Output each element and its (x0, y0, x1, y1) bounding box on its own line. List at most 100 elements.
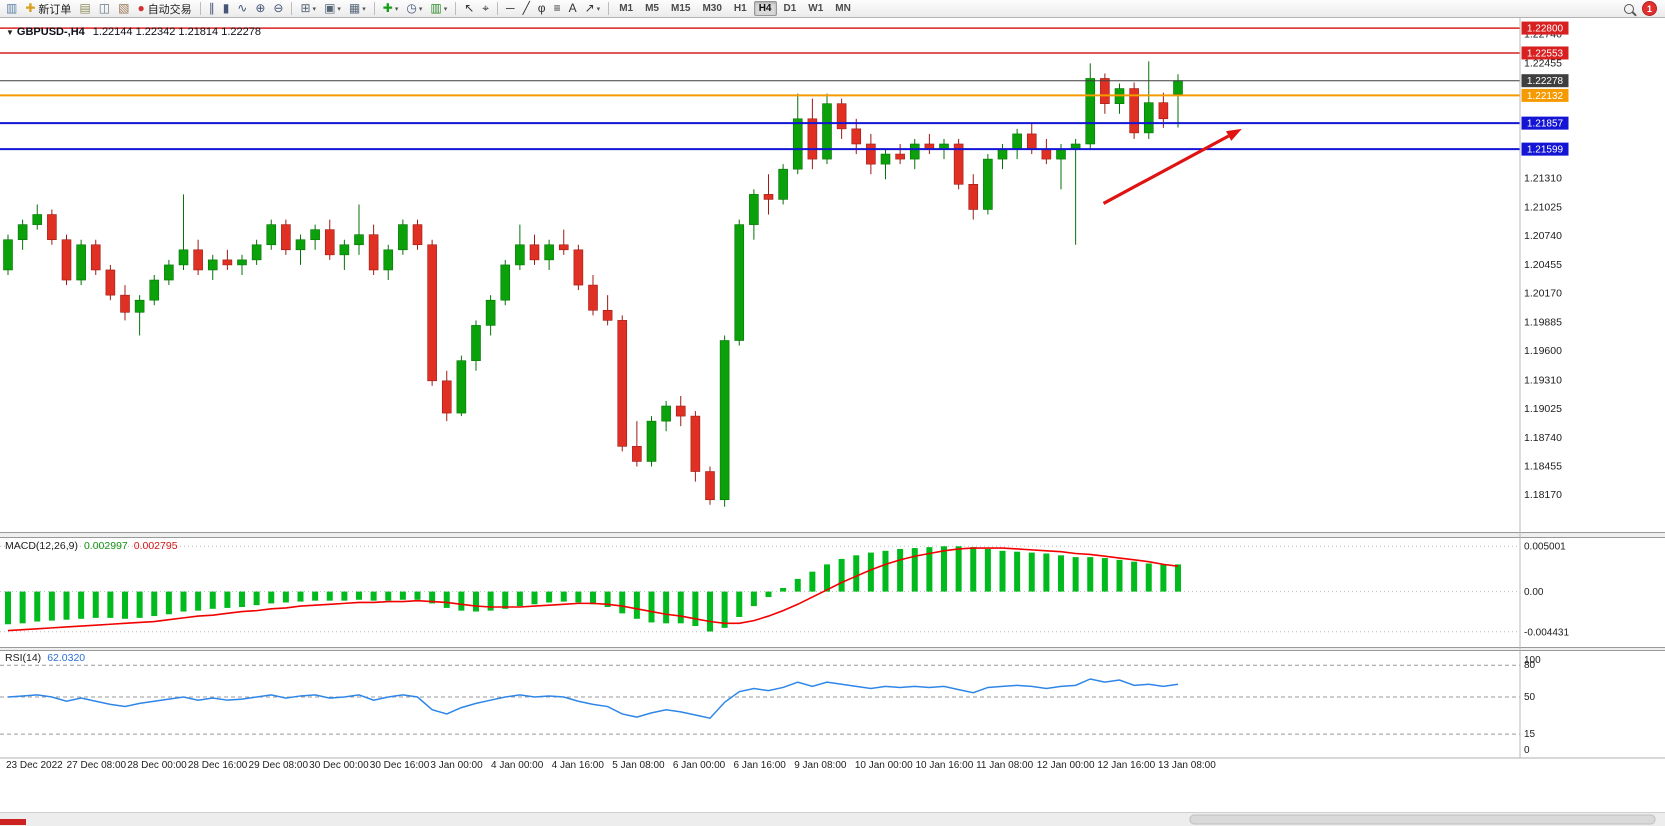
macd-histogram-bar (253, 591, 260, 606)
timeframe-m1-button[interactable]: M1 (619, 3, 634, 14)
new-order-button[interactable]: ✚ 新订单 (22, 1, 74, 17)
crosshair-icon[interactable]: ⌖ (479, 1, 492, 17)
macd-histogram-bar (195, 591, 202, 611)
macd-histogram-bar (63, 591, 70, 620)
notification-badge[interactable]: 1 (1642, 1, 1657, 16)
price-axis-label: 1.18455 (1524, 460, 1562, 472)
candlestick-chart-icon[interactable]: ▮ (220, 1, 233, 17)
price-axis-label: 1.18740 (1524, 432, 1562, 444)
panel-separator[interactable] (0, 532, 1665, 538)
candle-up (398, 224, 408, 251)
templates-icon[interactable]: ▥ ▾ (427, 1, 450, 17)
line-chart-icon[interactable]: ∿ (234, 1, 250, 17)
navigator-icon[interactable]: ▧ (115, 1, 132, 17)
candle-up (1173, 80, 1183, 95)
timeframe-m30-button[interactable]: M30 (702, 3, 722, 14)
candle-up (997, 148, 1008, 160)
tile-windows-icon[interactable]: ⊞ ▾ (297, 1, 319, 17)
panel-separator[interactable] (0, 647, 1665, 651)
price-axis-label: 1.22740 (1524, 29, 1562, 41)
arrow-tool-icon[interactable]: ↗ ▾ (582, 1, 604, 17)
dropdown-arrow-icon: ▾ (596, 5, 601, 13)
toolbar-separator (373, 2, 375, 15)
toolbar-right-group: 1 (1624, 1, 1663, 16)
dropdown-arrow-icon: ▾ (312, 5, 317, 13)
candle-down (588, 284, 598, 311)
chart-canvas[interactable]: 1.22740 1.22455 1.21310 1.21025 1.20740 1.204… (0, 18, 1665, 826)
candle-down (90, 244, 101, 271)
timeframe-h1-button[interactable]: H1 (733, 3, 747, 14)
time-axis-label: 4 Jan 16:00 (552, 760, 605, 771)
macd-histogram-bar (180, 591, 187, 612)
cursor-icon[interactable]: ↖ (461, 1, 477, 17)
candle-up (251, 244, 262, 261)
candle-down (368, 234, 379, 271)
time-axis-label: 13 Jan 08:00 (1158, 760, 1216, 771)
time-axis-label: 30 Dec 00:00 (309, 760, 369, 771)
trendline-icon[interactable]: ╱ (520, 1, 533, 17)
templates-icon-glyph: ▥ (430, 1, 442, 15)
zoom-in-icon[interactable]: ⊕ (252, 1, 268, 17)
trend-arrow-line[interactable] (1102, 134, 1230, 205)
data-window-icon[interactable]: ◫ (96, 1, 113, 17)
candle-down (690, 415, 701, 472)
macd-histogram-bar (838, 558, 845, 592)
chart-collapse-icon[interactable]: ▼ (6, 28, 14, 37)
timeframe-w1-button[interactable]: W1 (808, 3, 824, 14)
candle-up (485, 299, 496, 326)
time-axis-label: 29 Dec 08:00 (249, 760, 309, 771)
auto-trading-button[interactable]: ● 自动交易 (134, 1, 194, 17)
zoom-out-icon[interactable]: ⊖ (270, 1, 286, 17)
macd-axis-label: 0.005001 (1524, 542, 1566, 553)
candle-down (573, 249, 584, 286)
candle-down (1041, 148, 1052, 160)
macd-histogram-bar (604, 591, 611, 608)
macd-histogram-bar (458, 591, 465, 611)
candle-up (76, 244, 86, 281)
timeframe-m15-button[interactable]: M15 (671, 3, 691, 14)
macd-histogram-bar (312, 591, 319, 601)
horizontal-line-icon[interactable]: ─ (503, 1, 518, 17)
fibonacci-icon-glyph: φ (537, 1, 546, 15)
candle-up (778, 168, 788, 200)
macd-histogram-bar (136, 591, 143, 618)
macd-histogram-bar (239, 591, 245, 608)
time-axis-label: 5 Jan 08:00 (612, 760, 665, 771)
indicators-icon[interactable]: ✚ ▾ (380, 1, 402, 17)
new-order-button-glyph: ✚ (25, 1, 36, 15)
new-chart-icon[interactable]: ▣ ▾ (321, 1, 344, 17)
text-tool-icon[interactable]: A (566, 1, 580, 17)
candle-up (661, 405, 671, 422)
cursor-icon-glyph: ↖ (464, 1, 475, 15)
channel-icon[interactable]: ≡ (551, 1, 564, 17)
timeframe-mn-button[interactable]: MN (835, 3, 851, 14)
navigator-icon-glyph: ▧ (118, 1, 130, 15)
macd-histogram-bar (429, 591, 436, 604)
price-axis-label: 1.21310 (1524, 173, 1562, 185)
chart-window-icon[interactable]: ▥ (3, 1, 20, 17)
periods-icon[interactable]: ◷ ▾ (403, 1, 425, 17)
support-line-lower-badge (1521, 142, 1569, 156)
support-line-upper-badge-label: 1.21857 (1527, 119, 1564, 130)
candle-up (149, 279, 160, 301)
fibonacci-icon[interactable]: φ (535, 1, 549, 17)
support-line-upper-badge (1521, 116, 1569, 130)
macd-histogram-bar (794, 578, 801, 592)
candle-down (675, 405, 686, 417)
macd-histogram-bar (546, 591, 553, 603)
timeframe-m5-button[interactable]: M5 (645, 3, 659, 14)
resistance-line-upper-badge-label: 1.22800 (1527, 24, 1564, 35)
profiles-icon[interactable]: ▦ ▾ (346, 1, 369, 17)
search-icon[interactable] (1624, 3, 1634, 14)
horizontal-scrollbar-thumb[interactable] (1189, 814, 1656, 825)
price-axis-label: 1.22455 (1524, 57, 1562, 69)
bar-chart-icon[interactable]: ∥ (206, 1, 218, 17)
timeframe-d1-button[interactable]: D1 (783, 3, 797, 14)
macd-histogram-bar (1028, 552, 1035, 592)
timeframe-h4-button[interactable]: H4 (753, 1, 777, 16)
candle-down (1026, 133, 1037, 150)
price-axis-label: 1.21025 (1524, 201, 1562, 213)
candle-up (266, 224, 277, 246)
market-watch-icon[interactable]: ▤ (76, 1, 93, 17)
